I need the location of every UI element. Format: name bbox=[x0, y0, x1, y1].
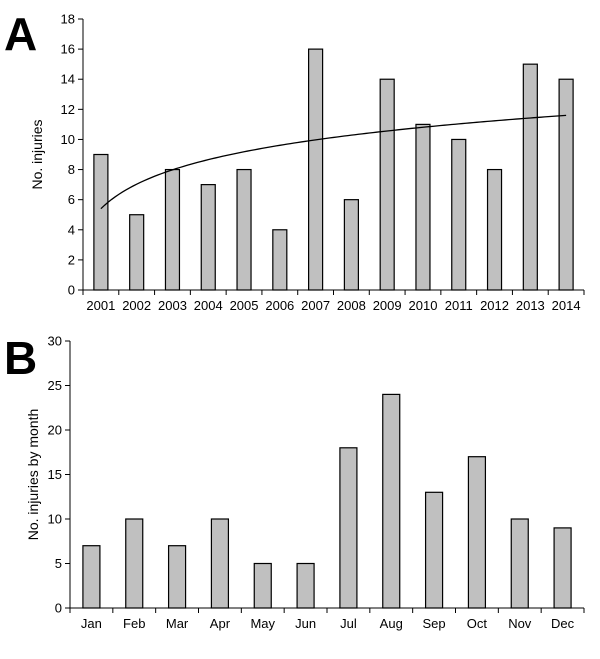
panel-b-y-tick-label: 0 bbox=[55, 601, 62, 616]
panel-b-y-tick-label: 25 bbox=[48, 378, 62, 393]
panel-b-bar-jun bbox=[296, 562, 315, 609]
panel-b-plot: 0 5 10 15 20 25 30 Jan Feb Mar Apr May Jun Jul Aug Sep O… bbox=[48, 334, 585, 631]
panel-b-x-tick-label: May bbox=[250, 616, 275, 631]
panel-b-x-tick-label: Dec bbox=[551, 616, 575, 631]
panel-a-bar-2008 bbox=[343, 199, 359, 291]
panel-b-bar-dec bbox=[553, 527, 572, 609]
panel-a-y-axis-label: No. injuries bbox=[29, 119, 45, 189]
panel-a-bar-2007 bbox=[308, 48, 324, 291]
panel-a-x-tick-label: 2004 bbox=[194, 298, 223, 313]
panel-b-y-tick-label: 20 bbox=[48, 423, 62, 438]
panel-b-bar-nov bbox=[510, 518, 529, 609]
panel-b-x-tick-label: Apr bbox=[210, 616, 231, 631]
panel-a-bar-2004 bbox=[200, 184, 216, 291]
panel-b-bar-oct bbox=[467, 456, 487, 609]
panel-a-trendline bbox=[100, 114, 567, 210]
panel-a-bar-2010 bbox=[415, 123, 431, 291]
panel-a-bar-2009 bbox=[379, 78, 395, 291]
panel-b-x-tick-label: Jan bbox=[81, 616, 102, 631]
panel-b-x-tick-label: Jul bbox=[340, 616, 357, 631]
panel-a-bar-2011 bbox=[451, 138, 467, 291]
panel-a-bar-2001 bbox=[93, 153, 109, 291]
panel-b-bar-jan bbox=[82, 545, 101, 609]
panel-a-bar-2006 bbox=[272, 229, 288, 291]
panel-a-plot: 0 2 4 6 8 10 12 14 16 18 2001 2002 2003 2004 2005 2006 2… bbox=[61, 12, 585, 313]
panel-a-x-tick-label: 2009 bbox=[373, 298, 402, 313]
panel-a-bar-2014 bbox=[558, 78, 574, 291]
panel-a-bar-2013 bbox=[522, 63, 538, 291]
panel-b-bar-aug bbox=[382, 393, 401, 609]
panel-a-x-tick-label: 2007 bbox=[301, 298, 330, 313]
panel-a-x-tick-label: 2010 bbox=[409, 298, 438, 313]
panel-a-x-tick-label: 2005 bbox=[230, 298, 259, 313]
panel-a-y-tick-label: 2 bbox=[68, 252, 75, 267]
panel-b-x-tick-label: Feb bbox=[123, 616, 145, 631]
panel-a-x-tick-label: 2013 bbox=[516, 298, 545, 313]
panel-a-y-tick-label: 10 bbox=[61, 132, 75, 147]
panel-b-bar-feb bbox=[125, 518, 144, 609]
panel-b-y-tick-label: 10 bbox=[48, 512, 62, 527]
panel-b-x-tick-label: Sep bbox=[423, 616, 446, 631]
panel-a-x-tick-label: 2001 bbox=[86, 298, 115, 313]
panel-b-y-tick-label: 30 bbox=[48, 334, 62, 349]
panel-a-y-tick-label: 14 bbox=[61, 72, 75, 87]
panel-a-y-tick-label: 4 bbox=[68, 222, 75, 237]
panel-a-bar-2005 bbox=[236, 168, 252, 291]
panel-a-bar-2002 bbox=[129, 214, 145, 291]
panel-b-y-tick-label: 5 bbox=[55, 556, 62, 571]
panel-b-bar-mar bbox=[167, 545, 187, 609]
panel-a-y-tick-label: 8 bbox=[68, 162, 75, 177]
panel-a-x-tick-label: 2014 bbox=[552, 298, 581, 313]
panel-a-y-tick-label: 18 bbox=[61, 12, 75, 27]
panel-a-letter: A bbox=[4, 8, 37, 60]
panel-b-y-axis-label: No. injuries by month bbox=[25, 409, 41, 541]
panel-a-bar-2003 bbox=[164, 168, 181, 291]
panel-a-x-tick-label: 2008 bbox=[337, 298, 366, 313]
panel-b-x-tick-label: Nov bbox=[508, 616, 532, 631]
panel-a-x-tick-label: 2012 bbox=[480, 298, 509, 313]
panel-a-x-tick-label: 2003 bbox=[158, 298, 187, 313]
panel-a-y-tick-label: 16 bbox=[61, 42, 75, 57]
panel-b-x-tick-label: Aug bbox=[380, 616, 403, 631]
panel-a-x-tick-label: 2006 bbox=[265, 298, 294, 313]
panel-a-x-tick-label: 2011 bbox=[445, 298, 473, 313]
panel-b-x-tick-label: Mar bbox=[166, 616, 189, 631]
panel-b-bar-sep bbox=[424, 491, 444, 609]
panel-a-y-tick-label: 6 bbox=[68, 192, 75, 207]
panel-b-y-tick-label: 15 bbox=[48, 467, 62, 482]
panel-b-bar-may bbox=[253, 562, 272, 609]
panel-b-bar-apr bbox=[210, 518, 230, 609]
panel-b-letter: B bbox=[4, 332, 37, 384]
panel-b-bar-jul bbox=[339, 447, 358, 609]
panel-a-y-tick-label: 0 bbox=[68, 283, 75, 298]
panel-a-y-tick-label: 12 bbox=[61, 102, 75, 117]
panel-a-x-tick-label: 2002 bbox=[122, 298, 151, 313]
panel-b-x-tick-label: Oct bbox=[467, 616, 488, 631]
panel-a-bar-2012 bbox=[486, 168, 503, 291]
panel-b-x-tick-label: Jun bbox=[295, 616, 316, 631]
